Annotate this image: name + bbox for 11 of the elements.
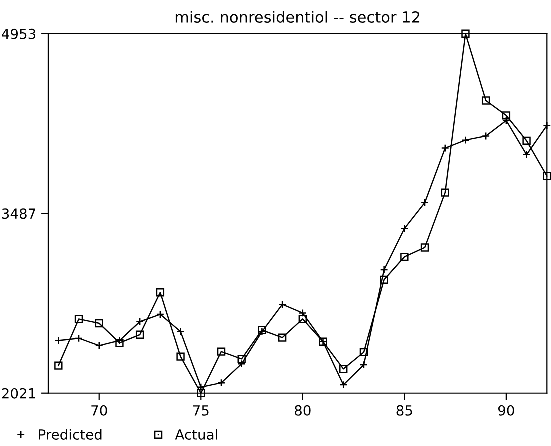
x-tick-label: 90	[498, 405, 514, 416]
legend-label: Actual	[175, 429, 218, 440]
chart-title: misc. nonresidentiol -- sector 12	[176, 11, 420, 23]
x-tick-label: 70	[92, 405, 108, 416]
x-tick-label: 75	[193, 406, 209, 416]
x-tick-label: 80	[295, 405, 311, 416]
y-tick-label: 3487	[2, 208, 36, 220]
x-tick-label: 85	[396, 405, 412, 416]
y-tick-label: 4953	[2, 28, 36, 40]
legend-label: Predicted	[39, 429, 102, 440]
y-tick-label: 2021	[2, 388, 36, 399]
